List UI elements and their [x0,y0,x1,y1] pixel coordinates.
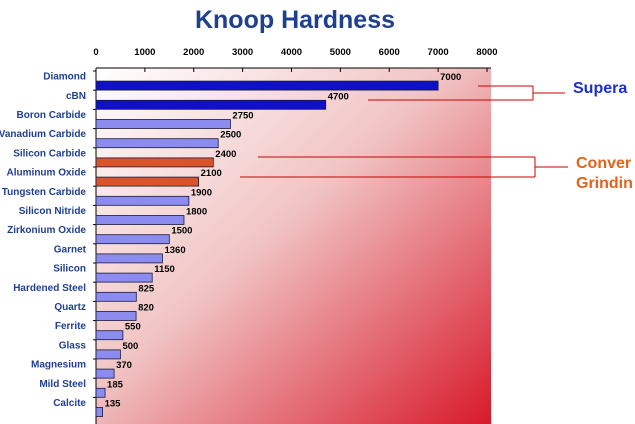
data-label: 1800 [186,207,207,218]
data-label: 2100 [201,168,222,179]
category-label: Calcite [53,398,86,409]
category-label: Diamond [43,72,86,83]
x-tick-label: 8000 [476,47,497,58]
data-label: 1150 [154,264,175,275]
category-label: Magnesium [31,360,86,371]
annotation-line-1: Conver [576,155,632,172]
bar [95,234,170,245]
data-label: 1500 [171,226,192,237]
data-label: 2750 [232,111,253,122]
bar [95,215,185,225]
bar [95,407,103,417]
category-label: Quartz [54,302,86,313]
data-label: 185 [107,379,124,390]
category-label: Silicon Carbide [13,148,86,159]
bar [95,291,137,302]
bar [95,80,439,91]
data-label: 500 [122,341,138,352]
category-label: Silicon Nitride [19,206,87,217]
data-label: 370 [116,360,132,371]
data-label: 135 [105,399,122,410]
category-label: Vanadium Carbide [0,129,86,140]
bar [95,157,214,168]
data-label: 2500 [220,130,241,141]
data-label: 1900 [191,187,212,198]
x-tick-label: 6000 [379,47,400,58]
category-label: Silicon [53,264,86,275]
data-label: 2400 [215,149,236,160]
data-label: 825 [138,283,155,294]
bar [95,176,200,187]
bar [95,138,219,149]
category-label: cBN [66,91,86,102]
category-label: Aluminum Oxide [7,168,87,179]
data-label: 550 [125,322,141,333]
bar [95,311,137,321]
bar [95,195,190,206]
x-tick-label: 0 [93,47,98,58]
bar [95,387,106,398]
x-tick-label: 2000 [183,47,204,58]
category-label: Ferrite [55,321,87,332]
bar [95,272,153,283]
x-tick-label: 5000 [330,47,351,58]
x-tick-label: 3000 [232,47,253,58]
annotation-conventional-grinding: Conver Grindin [576,154,633,194]
data-label: 7000 [440,72,461,83]
category-label: Zirkonium Oxide [7,225,86,236]
category-label: Boron Carbide [17,110,87,121]
x-tick-label: 4000 [281,47,302,58]
x-tick-label: 7000 [428,47,449,58]
bar [95,330,124,341]
category-label: Mild Steel [39,379,86,390]
category-label: Tungsten Carbide [2,187,87,198]
bar [95,349,121,360]
annotation-superabrasives: Supera [573,80,628,97]
bar [95,368,115,379]
category-label: Glass [59,340,87,351]
bar [95,99,327,110]
category-label: Hardened Steel [13,283,86,294]
data-label: 4700 [328,91,349,102]
bar [95,253,163,264]
category-label: Garnet [54,244,87,255]
x-tick-label: 1000 [134,47,155,58]
chart-title: Knoop Hardness [194,6,396,34]
data-label: 820 [138,303,154,314]
data-label: 1360 [164,245,185,256]
annotation-line-2: Grindin [576,175,633,192]
bar [95,119,231,129]
